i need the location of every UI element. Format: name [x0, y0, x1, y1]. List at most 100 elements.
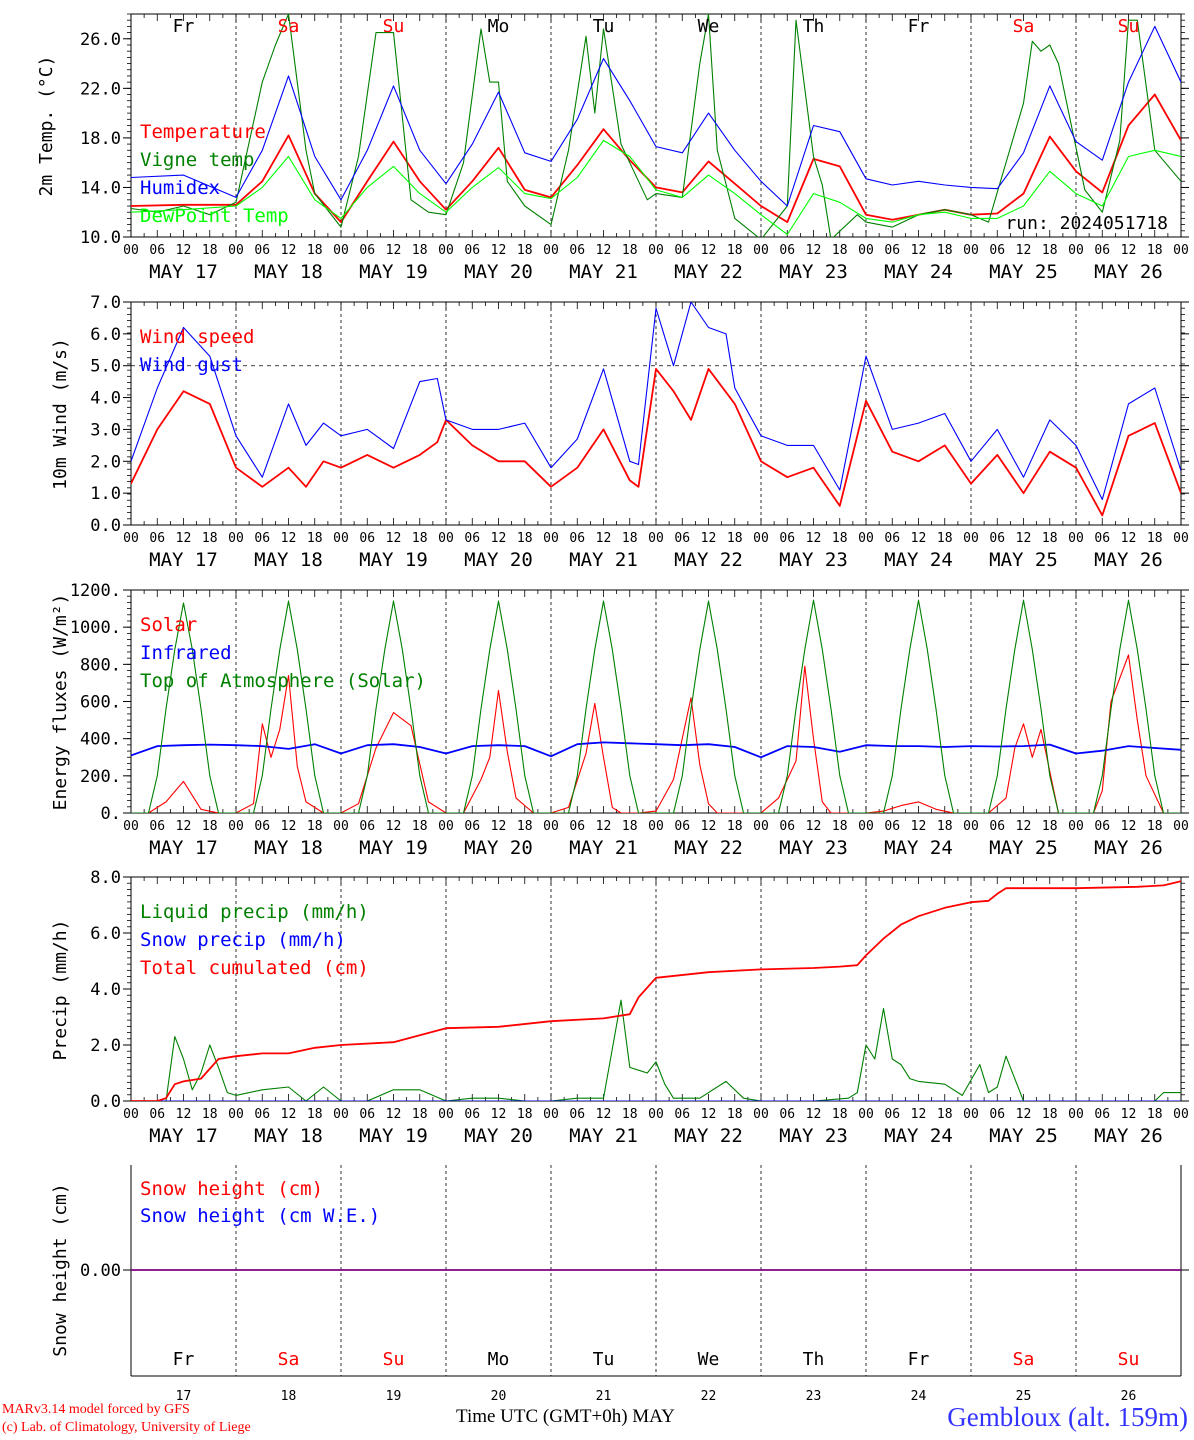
day-name-label: Fr [908, 16, 930, 37]
hour-tick-label: 00 [123, 243, 139, 258]
hour-tick-label: 18 [517, 531, 533, 546]
legend-entry: Vigne temp [140, 149, 254, 171]
y-tick-label: 600. [80, 693, 121, 713]
day-number-label: 26 [1121, 1389, 1137, 1404]
hour-tick-label: 06 [779, 243, 795, 258]
y-tick-label: 800. [80, 655, 121, 675]
y-tick-label: 2.0 [90, 452, 121, 472]
hour-tick-label: 12 [281, 531, 297, 546]
day-name-label: We [698, 16, 720, 37]
date-label: MAY 23 [779, 261, 848, 283]
hour-tick-label: 06 [674, 243, 690, 258]
date-label: MAY 26 [1094, 1125, 1163, 1147]
hour-tick-label: 06 [149, 819, 165, 834]
day-number-label: 21 [596, 1389, 612, 1404]
hour-tick-label: 00 [543, 243, 559, 258]
hour-tick-label: 18 [937, 243, 953, 258]
date-label: MAY 21 [569, 1125, 638, 1147]
hour-tick-label: 12 [1121, 819, 1137, 834]
hour-tick-label: 06 [884, 819, 900, 834]
hour-tick-label: 18 [517, 1107, 533, 1122]
hour-tick-label: 06 [1094, 243, 1110, 258]
hour-tick-label: 18 [202, 819, 218, 834]
y-tick-label: 14.0 [80, 178, 121, 198]
date-label: MAY 17 [149, 837, 218, 859]
hour-tick-label: 00 [1068, 243, 1084, 258]
series-line-infrared [131, 741, 1181, 759]
hour-tick-label: 12 [806, 819, 822, 834]
hour-tick-label: 18 [1147, 1107, 1163, 1122]
hour-tick-label: 00 [228, 1107, 244, 1122]
day-name-label: Su [383, 1349, 405, 1370]
day-name-label: Fr [908, 1349, 930, 1370]
hour-tick-label: 06 [1094, 1107, 1110, 1122]
series-line-vigne-temp [131, 14, 1181, 237]
hour-tick-label: 06 [149, 531, 165, 546]
hour-tick-label: 06 [569, 819, 585, 834]
hour-tick-label: 00 [963, 243, 979, 258]
hour-tick-label: 12 [491, 1107, 507, 1122]
hour-tick-label: 18 [727, 1107, 743, 1122]
y-tick-label: 4.0 [90, 389, 121, 409]
legend-entry: Snow height (cm) [140, 1178, 323, 1200]
date-label: MAY 24 [884, 261, 953, 283]
hour-tick-label: 06 [884, 243, 900, 258]
day-number-label: 19 [386, 1389, 402, 1404]
hour-tick-label: 00 [648, 531, 664, 546]
hour-tick-label: 18 [832, 243, 848, 258]
hour-tick-label: 12 [701, 243, 717, 258]
y-tick-label: 200. [80, 767, 121, 787]
hour-tick-label: 00 [333, 531, 349, 546]
hour-tick-label: 12 [176, 243, 192, 258]
chart-panel-1: 10.0 14.0 18.0 22.0 26.0 2m Temp. (°C) Tempera… [36, 13, 1189, 283]
hour-tick-label: 12 [176, 531, 192, 546]
legend-entry: Snow precip (mm/h) [140, 929, 346, 951]
day-number-label: 25 [1016, 1389, 1032, 1404]
hour-tick-label: 00 [438, 1107, 454, 1122]
hour-tick-label: 18 [937, 531, 953, 546]
hour-tick-label: 00 [858, 243, 874, 258]
hour-tick-label: 06 [254, 1107, 270, 1122]
y-axis-label: 10m Wind (m/s) [50, 338, 71, 490]
series-line-solar [131, 654, 1181, 813]
hour-tick-label: 06 [779, 1107, 795, 1122]
day-name-label: Mo [488, 16, 510, 37]
chart-panel-5: 0.00 Snow height (cm) Snow height (cm) Snow… [50, 1165, 1189, 1404]
hour-tick-label: 06 [254, 531, 270, 546]
hour-tick-label: 00 [333, 819, 349, 834]
day-name-label: Tu [593, 1349, 615, 1370]
hour-tick-label: 18 [202, 531, 218, 546]
hour-tick-label: 18 [727, 531, 743, 546]
date-label: MAY 23 [779, 1125, 848, 1147]
date-label: MAY 22 [674, 837, 743, 859]
hour-tick-label: 18 [622, 243, 638, 258]
hour-tick-label: 06 [779, 531, 795, 546]
time-axis-label: Time UTC (GMT+0h) [456, 1406, 628, 1427]
legend-entry: Liquid precip (mm/h) [140, 901, 369, 923]
date-label: MAY 19 [359, 549, 428, 571]
day-name-label: Su [1118, 16, 1140, 37]
hour-tick-label: 06 [254, 243, 270, 258]
y-axis-label: Snow height (cm) [50, 1183, 71, 1356]
day-name-label: Sa [278, 16, 300, 37]
y-axis-label: Energy fluxes (W/m²) [50, 594, 71, 811]
hour-tick-label: 12 [491, 243, 507, 258]
hour-tick-label: 00 [543, 1107, 559, 1122]
hour-tick-label: 18 [202, 243, 218, 258]
hour-tick-label: 06 [359, 243, 375, 258]
y-tick-label: 3.0 [90, 420, 121, 440]
month-label: MAY [632, 1406, 675, 1427]
hour-tick-label: 12 [1016, 531, 1032, 546]
series-lines [131, 599, 1181, 813]
hour-tick-label: 18 [727, 819, 743, 834]
series-line-dewpoint-temp [131, 139, 1181, 236]
series-line-liquid-precip-mm-h [131, 999, 1181, 1101]
date-label: MAY 20 [464, 1125, 533, 1147]
date-label: MAY 17 [149, 549, 218, 571]
hour-tick-label: 12 [911, 243, 927, 258]
hour-tick-label: 12 [806, 243, 822, 258]
series-lines [131, 14, 1181, 237]
y-tick-label: 1200. [70, 581, 121, 601]
hour-tick-label: 00 [438, 243, 454, 258]
y-tick-label: 1.0 [90, 484, 121, 504]
